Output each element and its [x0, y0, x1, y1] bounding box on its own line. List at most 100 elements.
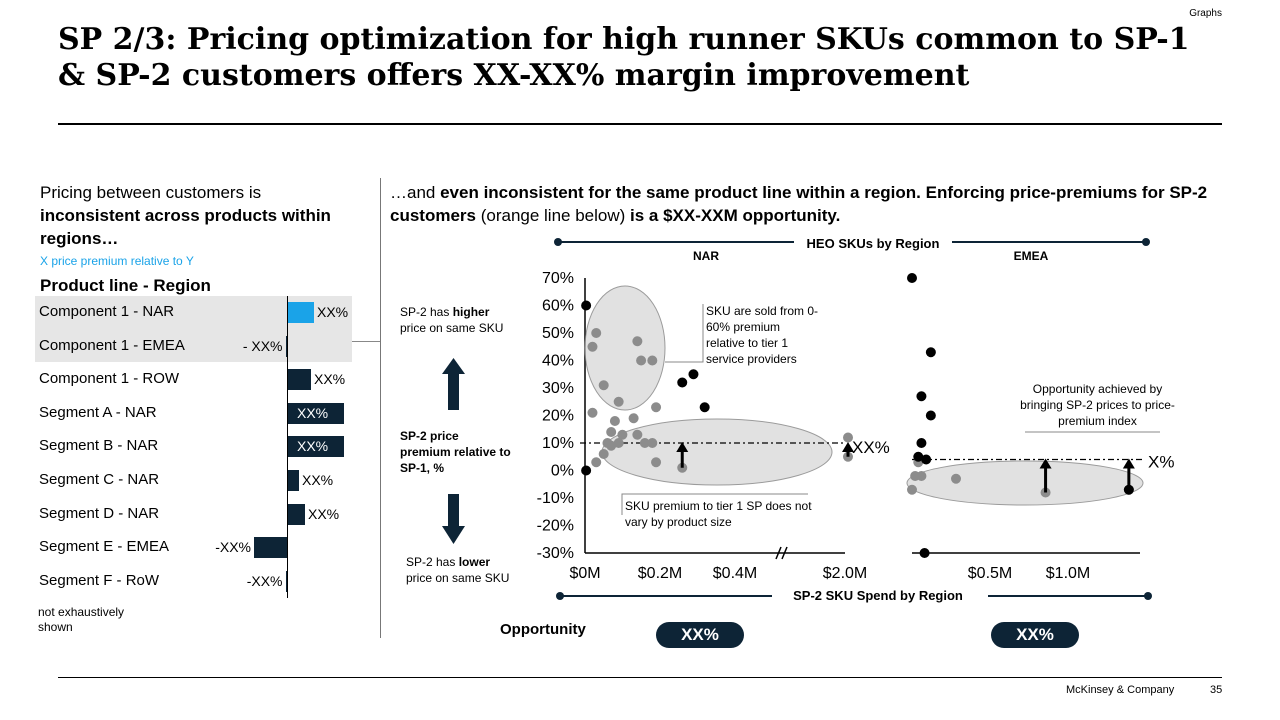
- y-tick-label: 60%: [542, 298, 574, 315]
- bar-value-label: -XX%: [215, 539, 251, 556]
- lower-pre: SP-2 has: [406, 555, 459, 569]
- emea-black-point: [907, 273, 917, 283]
- nar-grey-point: [632, 429, 643, 440]
- axis-break-mark-2: [781, 546, 788, 560]
- lower-post: price on same SKU: [406, 571, 510, 585]
- bar: [285, 335, 287, 357]
- nar-grey-point: [609, 416, 620, 426]
- lower-bold: lower: [458, 555, 491, 569]
- nar-grey-point: [647, 355, 658, 366]
- bar-value-label: -XX%: [246, 572, 283, 589]
- nar-grey-point: [647, 438, 658, 448]
- y-tick-label: 70%: [542, 270, 574, 287]
- nar-x-tick-label: $0.2M: [638, 565, 682, 582]
- bar-row-label: Segment B - NAR: [39, 437, 159, 455]
- xlabel-bar-right-dot: [1144, 592, 1152, 600]
- page-number: 35: [1210, 684, 1223, 696]
- nar-callout-top-leader: [665, 304, 704, 363]
- left-subtitle: X price premium relative to Y: [40, 254, 194, 268]
- nar-cluster-high: [584, 285, 666, 411]
- nar-grey-point: [606, 440, 617, 451]
- bar: [287, 436, 344, 458]
- opportunity-emea-pill: XX%: [991, 622, 1079, 648]
- product-line-header: Product line - Region: [40, 276, 211, 295]
- title-line-1: SP 2/3: Pricing optimization for high ru…: [58, 22, 1190, 57]
- nar-callout-top: SKU are sold from 0-60% premium relative…: [706, 304, 818, 366]
- bar: [287, 302, 314, 323]
- emea-grey-point: [907, 484, 917, 495]
- nar-grey-point: [613, 396, 624, 407]
- footer-rule: [58, 677, 1222, 678]
- nar-black-point: [581, 465, 592, 476]
- graphs-tag: Graphs: [1189, 8, 1222, 19]
- left-heading-bold: inconsistent across products within regi…: [40, 206, 331, 248]
- bar: [285, 570, 287, 592]
- nar-grey-point: [639, 438, 650, 448]
- y-tick-label: 0%: [551, 463, 574, 480]
- opportunity-nar-pill: XX%: [656, 622, 744, 648]
- y-tick-label: 20%: [542, 408, 574, 425]
- lower-price-label: SP-2 has lower price on same SKU: [406, 554, 516, 586]
- nar-target-label: XX%: [852, 438, 890, 457]
- y-tick-label: 30%: [542, 380, 574, 397]
- nar-grey-point: [587, 341, 598, 352]
- emea-black-point: [925, 410, 936, 421]
- bar-row-label: Segment D - NAR: [39, 504, 160, 522]
- higher-price-label: SP-2 has higher price on same SKU: [400, 304, 510, 336]
- connector-line: [352, 341, 380, 342]
- title-bar-left-dot: [554, 238, 562, 246]
- y-tick-label: -20%: [537, 518, 574, 535]
- emea-grey-point: [916, 471, 927, 481]
- emea-black-point: [925, 347, 936, 358]
- bar-value-label: XX%: [297, 404, 329, 421]
- xlabel-bar-left-dot: [556, 592, 564, 600]
- y-tick-label: -30%: [537, 545, 574, 562]
- nar-x-tick-label: $0.4M: [713, 565, 757, 582]
- bar-value-label: XX%: [317, 304, 349, 320]
- nar-black-point: [677, 377, 688, 388]
- emea-arrow-head: [1122, 458, 1135, 469]
- right-heading-plain-1: …and: [390, 183, 441, 202]
- premium-axis-label: SP-2 price premium relative to SP-1, %: [400, 429, 511, 475]
- emea-callout: Opportunity achieved by bringing SP-2 pr…: [1020, 382, 1175, 428]
- bar: [287, 470, 299, 491]
- panel-separator: [380, 178, 381, 638]
- nar-callout-bottom: SKU premium to tier 1 SP does not vary b…: [625, 499, 812, 529]
- nar-grey-point: [606, 427, 617, 437]
- emea-x-tick-label: $1.0M: [1046, 565, 1090, 582]
- emea-arrow-head: [1039, 458, 1052, 469]
- nar-grey-point: [591, 328, 602, 338]
- footer-company: McKinsey & Company: [1066, 684, 1175, 696]
- emea-black-point: [913, 451, 924, 462]
- nar-grey-point: [843, 432, 853, 443]
- y-tick-label: 40%: [542, 353, 574, 370]
- emea-black-point: [916, 391, 927, 402]
- bar-value-label: XX%: [297, 438, 329, 455]
- bar-value-label: - XX%: [242, 337, 283, 354]
- left-heading-plain: Pricing between customers is: [40, 183, 262, 202]
- panel-nar-title: NAR: [693, 249, 719, 263]
- emea-black-point: [916, 438, 927, 448]
- page-title: SP 2/3: Pricing optimization for high ru…: [58, 22, 1228, 94]
- emea-x-tick-label: $0.5M: [968, 565, 1012, 582]
- nar-x-tick-label: $0M: [569, 565, 600, 582]
- nar-grey-point: [651, 402, 662, 413]
- axis-break-mark-1: [775, 546, 782, 560]
- bar-row-label: Segment F - RoW: [39, 571, 160, 589]
- down-arrow-icon: [442, 494, 465, 544]
- nar-black-point: [699, 402, 710, 413]
- title-rule: [58, 123, 1222, 125]
- nar-grey-point: [598, 380, 609, 391]
- right-heading-bold-2: is a $XX-XXM opportunity.: [630, 206, 841, 225]
- right-heading-plain-2: (orange line below): [475, 206, 631, 225]
- right-heading-bold-1: even inconsistent for the same product l…: [390, 183, 1208, 225]
- footnote-not-exhaustive: not exhaustively shown: [38, 605, 125, 634]
- opportunity-label: Opportunity: [500, 621, 586, 638]
- emea-black-point: [921, 454, 932, 465]
- nar-grey-point: [636, 355, 647, 366]
- bar-value-label: XX%: [302, 472, 334, 488]
- nar-callout-bottom-leader: [621, 493, 808, 515]
- right-heading: …and even inconsistent for the same prod…: [390, 181, 1230, 227]
- nar-grey-point: [591, 457, 602, 468]
